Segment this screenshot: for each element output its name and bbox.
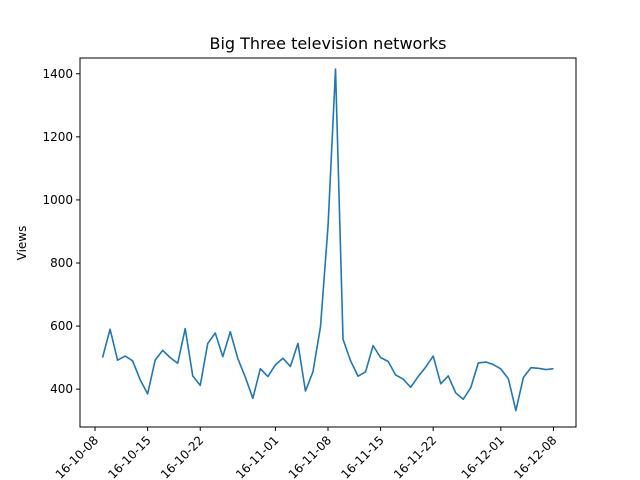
y-tick-label: 1200 [42,130,73,144]
y-axis-label: Views [15,226,29,261]
plot-area-frame [79,57,577,428]
y-tick-label: 400 [50,382,73,396]
y-tick-label: 1000 [42,193,73,207]
chart-title: Big Three television networks [209,34,446,53]
y-axis: 400 600 800 1000 1200 1400 [42,67,80,396]
y-tick-label: 600 [50,319,73,333]
series-layer [101,68,554,412]
series-line [101,68,554,412]
y-tick-label: 1400 [42,67,73,81]
y-tick-label: 800 [50,256,73,270]
